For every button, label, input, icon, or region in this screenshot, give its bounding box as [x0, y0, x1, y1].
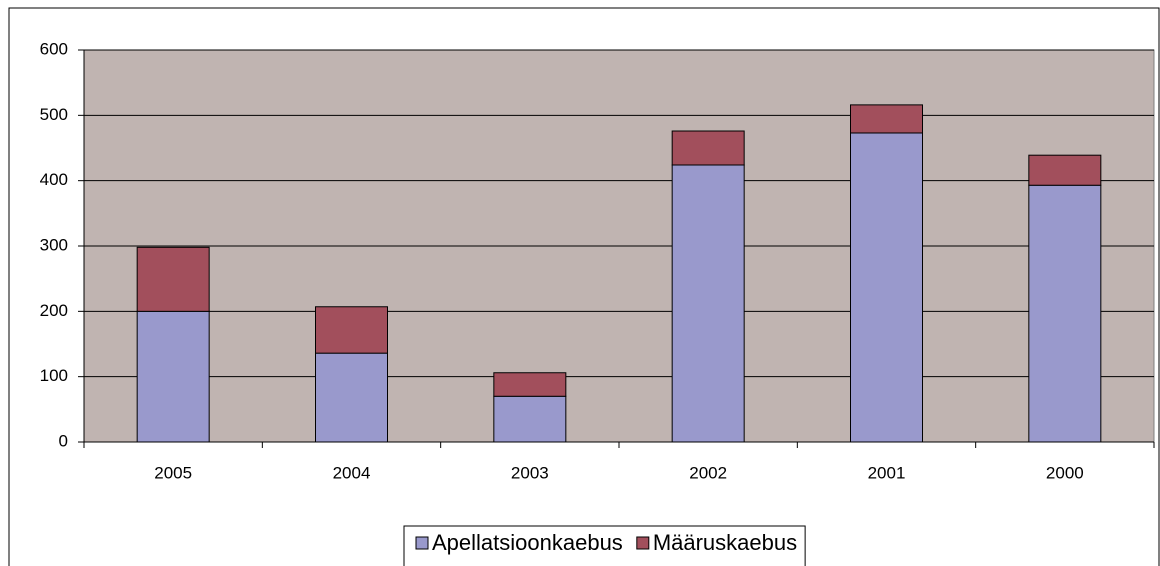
y-tick-label: 200: [40, 301, 68, 320]
y-tick-label: 300: [40, 235, 68, 254]
bar-segment: [671, 164, 745, 443]
bar-segment: [493, 372, 567, 397]
x-tick-label: 2003: [511, 463, 549, 482]
bar-segment: [850, 104, 923, 134]
y-tick-label: 100: [40, 366, 68, 385]
bar-segment: [315, 306, 388, 354]
legend-box: [403, 525, 806, 566]
legend-label: Apellatsioonkaebus: [432, 530, 623, 555]
y-tick-label: 600: [40, 39, 68, 58]
x-tick-label: 2005: [154, 463, 192, 482]
bar-segment: [671, 130, 745, 166]
y-tick-label: 500: [40, 105, 68, 124]
bar-segment: [136, 246, 210, 312]
bar-segment: [1028, 154, 1102, 186]
bar-segment: [493, 395, 567, 443]
legend-label: Määruskaebus: [653, 530, 797, 555]
legend-swatch: [636, 536, 650, 550]
x-tick-label: 2001: [868, 463, 906, 482]
legend: Apellatsioonkaebus Määruskaebus: [403, 525, 806, 566]
legend-swatch: [415, 536, 429, 550]
x-tick-label: 2004: [333, 463, 371, 482]
y-tick-label: 0: [59, 431, 68, 450]
x-tick-label: 2000: [1046, 463, 1084, 482]
x-tick-label: 2002: [689, 463, 727, 482]
bar-segment: [1028, 184, 1102, 443]
y-tick-label: 400: [40, 170, 68, 189]
bar-segment: [315, 352, 388, 443]
bar-segment: [850, 132, 923, 443]
bar-segment: [136, 310, 210, 443]
